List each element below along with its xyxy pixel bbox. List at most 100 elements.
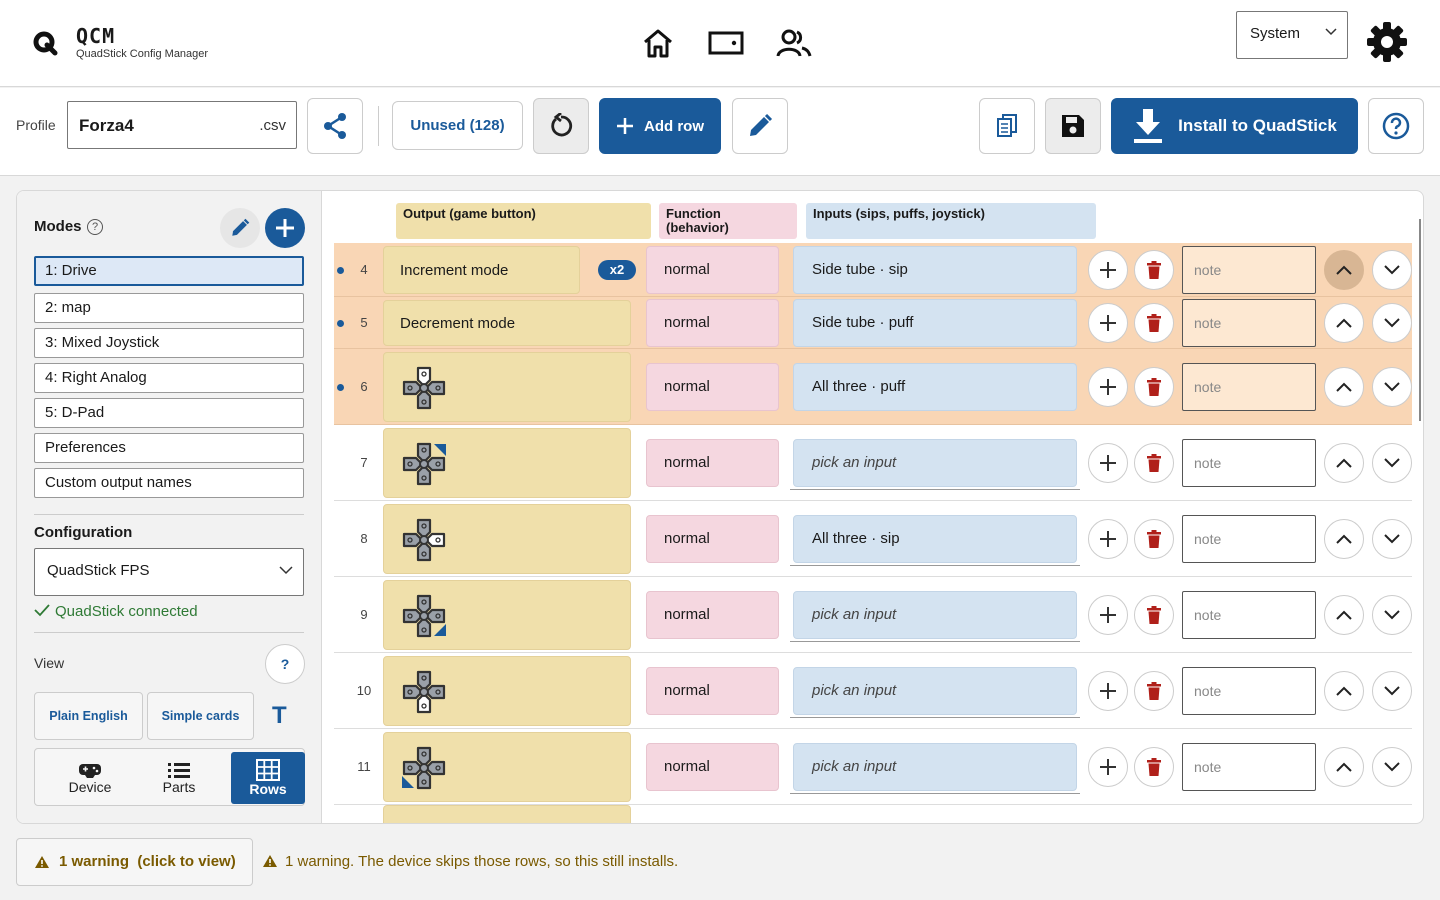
view-help-button[interactable]: ? — [265, 644, 305, 684]
delete-row-button[interactable] — [1134, 747, 1174, 787]
mode-item-map[interactable]: 2: map — [34, 293, 304, 323]
configuration-select[interactable]: QuadStick FPS — [34, 548, 304, 596]
edit-modes-button[interactable] — [220, 208, 260, 248]
delete-row-button[interactable] — [1134, 443, 1174, 483]
function-cell[interactable]: normal — [646, 439, 779, 487]
note-field[interactable]: note — [1182, 363, 1316, 411]
note-field[interactable]: note — [1182, 515, 1316, 563]
move-down-button[interactable] — [1372, 595, 1412, 635]
move-down-button[interactable] — [1372, 367, 1412, 407]
add-input-button[interactable] — [1088, 303, 1128, 343]
move-up-button[interactable] — [1324, 443, 1364, 483]
theme-select[interactable]: System — [1236, 11, 1348, 59]
add-input-button[interactable] — [1088, 519, 1128, 559]
note-field[interactable]: note — [1182, 743, 1316, 791]
multiplier-badge[interactable]: x2 — [598, 260, 636, 280]
delete-row-button[interactable] — [1134, 367, 1174, 407]
move-down-button[interactable] — [1372, 250, 1412, 290]
help-button[interactable] — [1368, 98, 1424, 154]
move-up-button[interactable] — [1324, 250, 1364, 290]
add-row-button[interactable]: Add row — [599, 98, 721, 154]
plain-english-button[interactable]: Plain English — [34, 692, 143, 740]
input-picker[interactable]: pick an input — [793, 743, 1077, 791]
move-up-button[interactable] — [1324, 595, 1364, 635]
add-input-button[interactable] — [1088, 595, 1128, 635]
add-input-button[interactable] — [1088, 671, 1128, 711]
delete-row-button[interactable] — [1134, 519, 1174, 559]
input-picker[interactable]: pick an input — [793, 591, 1077, 639]
install-button[interactable]: Install to QuadStick — [1111, 98, 1358, 154]
mode-item-right-analog[interactable]: 4: Right Analog — [34, 363, 304, 393]
simple-cards-button[interactable]: Simple cards — [147, 692, 254, 740]
delete-row-button[interactable] — [1134, 303, 1174, 343]
move-up-button[interactable] — [1324, 367, 1364, 407]
function-cell[interactable]: normal — [646, 299, 779, 347]
warning-button[interactable]: 1 warning (click to view) — [16, 838, 253, 886]
add-input-button[interactable] — [1088, 250, 1128, 290]
users-icon[interactable] — [776, 26, 812, 60]
function-cell[interactable]: normal — [646, 743, 779, 791]
function-cell[interactable]: normal — [646, 515, 779, 563]
note-field[interactable]: note — [1182, 246, 1316, 294]
delete-row-button[interactable] — [1134, 595, 1174, 635]
move-down-button[interactable] — [1372, 747, 1412, 787]
output-cell[interactable] — [383, 504, 631, 574]
home-icon[interactable] — [640, 26, 676, 60]
parts-view-button[interactable]: Parts — [142, 752, 216, 804]
mode-item-preferences[interactable]: Preferences — [34, 433, 304, 463]
move-down-button[interactable] — [1372, 443, 1412, 483]
mode-item-drive[interactable]: 1: Drive — [34, 256, 304, 286]
device-view-button[interactable]: Device — [53, 752, 127, 804]
input-cell[interactable]: Side tube · sip — [793, 246, 1077, 294]
mode-item-custom-output-names[interactable]: Custom output names — [34, 468, 304, 498]
delete-row-button[interactable] — [1134, 250, 1174, 290]
add-input-button[interactable] — [1088, 747, 1128, 787]
move-up-button[interactable] — [1324, 303, 1364, 343]
move-down-button[interactable] — [1372, 303, 1412, 343]
output-cell[interactable] — [383, 656, 631, 726]
add-mode-button[interactable] — [265, 208, 305, 248]
note-field[interactable]: note — [1182, 667, 1316, 715]
move-down-button[interactable] — [1372, 519, 1412, 559]
output-cell[interactable] — [383, 352, 631, 422]
output-cell[interactable] — [383, 732, 631, 802]
output-cell[interactable] — [383, 580, 631, 650]
function-cell[interactable]: normal — [646, 246, 779, 294]
function-cell[interactable]: normal — [646, 363, 779, 411]
unused-button[interactable]: Unused (128) — [392, 101, 523, 150]
output-cell[interactable] — [383, 805, 631, 823]
gear-icon[interactable] — [1366, 21, 1408, 63]
move-up-button[interactable] — [1324, 747, 1364, 787]
text-size-toggle[interactable]: T — [272, 702, 287, 729]
function-cell[interactable]: normal — [646, 667, 779, 715]
add-input-button[interactable] — [1088, 367, 1128, 407]
share-button[interactable] — [307, 98, 363, 154]
move-up-button[interactable] — [1324, 519, 1364, 559]
grid-scrollbar[interactable] — [1419, 219, 1421, 421]
modes-help-icon[interactable]: ? — [87, 219, 103, 235]
move-up-button[interactable] — [1324, 671, 1364, 711]
input-cell[interactable]: All three · puff — [793, 363, 1077, 411]
input-picker[interactable]: pick an input — [793, 439, 1077, 487]
note-field[interactable]: note — [1182, 299, 1316, 347]
output-cell[interactable]: Decrement mode — [383, 300, 631, 346]
edit-profile-button[interactable] — [732, 98, 788, 154]
mode-item-dpad[interactable]: 5: D-Pad — [34, 398, 304, 428]
rows-view-button[interactable]: Rows — [231, 752, 305, 804]
device-icon[interactable] — [708, 26, 744, 60]
copy-button[interactable] — [979, 98, 1035, 154]
note-field[interactable]: note — [1182, 439, 1316, 487]
input-cell[interactable]: All three · sip — [793, 515, 1077, 563]
reset-button[interactable] — [533, 98, 589, 154]
input-picker[interactable]: pick an input — [793, 667, 1077, 715]
input-cell[interactable]: Side tube · puff — [793, 299, 1077, 347]
mode-item-mixed-joystick[interactable]: 3: Mixed Joystick — [34, 328, 304, 358]
function-cell[interactable]: normal — [646, 591, 779, 639]
save-button[interactable] — [1045, 98, 1101, 154]
note-field[interactable]: note — [1182, 591, 1316, 639]
profile-name-field[interactable]: Forza4 .csv — [67, 101, 297, 149]
delete-row-button[interactable] — [1134, 671, 1174, 711]
move-down-button[interactable] — [1372, 671, 1412, 711]
add-input-button[interactable] — [1088, 443, 1128, 483]
output-cell[interactable] — [383, 428, 631, 498]
